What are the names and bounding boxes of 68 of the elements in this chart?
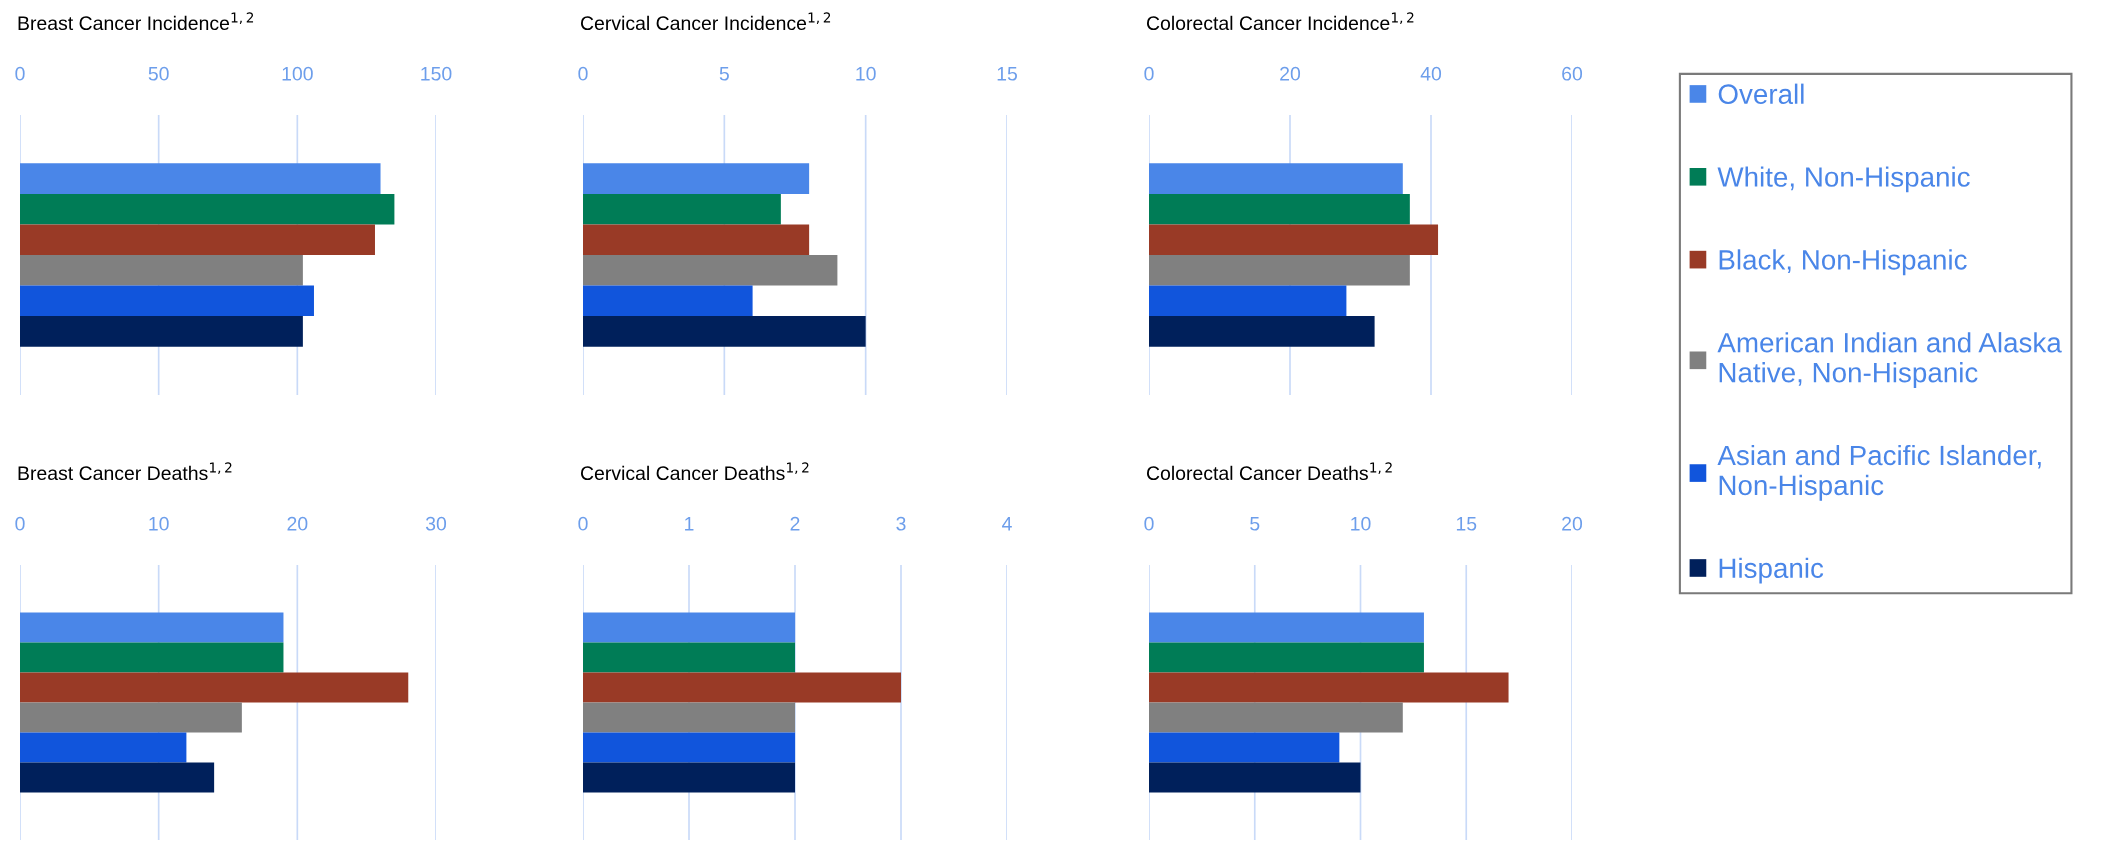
x-tick-label: 20 [1562, 516, 1583, 531]
x-tick-label: 5 [719, 67, 729, 81]
x-tick-label: 10 [856, 66, 876, 81]
x-tick-label: 2 [790, 516, 800, 531]
bar [20, 193, 395, 225]
chart-title: Colorectal Cancer Incidence$^{1,2}$ [1146, 12, 1414, 31]
x-tick-label: 0 [1144, 66, 1154, 81]
x-tick-label: 20 [1280, 66, 1301, 81]
bar [20, 163, 381, 194]
legend-label: White, Non-Hispanic [1717, 166, 1970, 193]
x-tick-label: 3 [896, 516, 906, 531]
bar [20, 732, 187, 763]
legend-label: Black, Non-Hispanic [1719, 249, 1967, 276]
x-tick-label: 0 [1144, 516, 1154, 531]
legend-label: Hispanic [1719, 557, 1824, 584]
bar [20, 672, 409, 703]
legend-label: Overall [1718, 83, 1804, 105]
bar [583, 316, 866, 347]
bar [583, 224, 810, 255]
bar [1149, 672, 1509, 703]
x-tick-label: 10 [149, 516, 169, 531]
bar [583, 285, 753, 317]
x-tick-label: 1 [685, 517, 694, 531]
bar [1149, 193, 1410, 225]
bar [1149, 316, 1375, 347]
chart-title: Breast Cancer Incidence$^{1,2}$ [18, 12, 254, 31]
x-tick-label: 60 [1562, 66, 1583, 81]
bar [1149, 224, 1439, 255]
x-tick-label: 4 [1002, 517, 1012, 531]
x-tick-label: 20 [287, 516, 308, 531]
x-tick-label: 0 [578, 66, 588, 81]
bar [20, 702, 242, 733]
x-tick-label: 100 [282, 66, 313, 81]
chart-title: Colorectal Cancer Deaths$^{1,2}$ [1146, 462, 1392, 481]
bar [1149, 285, 1347, 317]
x-tick-label: 5 [1250, 517, 1260, 531]
x-tick-label: 0 [15, 66, 25, 81]
bar [1149, 732, 1340, 763]
chart-title: Cervical Cancer Deaths$^{1,2}$ [580, 462, 809, 481]
bar [1149, 762, 1361, 793]
bar [583, 193, 781, 225]
bar [1149, 642, 1424, 673]
chart-title: Cervical Cancer Incidence$^{1,2}$ [580, 12, 831, 31]
bar [20, 762, 215, 793]
bar [20, 612, 284, 643]
x-tick-label: 10 [1351, 516, 1371, 531]
bar [1149, 702, 1403, 733]
chart-title: Breast Cancer Deaths$^{1,2}$ [18, 462, 232, 481]
bar [20, 224, 375, 255]
bar [583, 163, 810, 194]
bar [1149, 255, 1410, 286]
x-tick-label: 15 [1456, 517, 1477, 531]
bar [20, 285, 314, 317]
bar [1149, 612, 1424, 643]
bar [20, 316, 303, 347]
legend-label: Asian and Pacific Islander, Non-Hispanic [1717, 444, 2041, 501]
legend-label: American Indian and Alaska Native, Non-Hispanic [1717, 332, 2062, 388]
bar [583, 255, 838, 286]
bar [20, 642, 284, 673]
x-tick-label: 50 [148, 66, 169, 81]
x-tick-label: 0 [15, 516, 25, 531]
x-tick-label: 40 [1420, 66, 1442, 81]
x-tick-label: 150 [421, 66, 452, 81]
x-tick-label: 30 [425, 516, 447, 531]
bar [20, 255, 303, 286]
x-tick-label: 15 [997, 67, 1017, 81]
bar [1149, 163, 1403, 194]
x-tick-label: 0 [578, 516, 588, 531]
